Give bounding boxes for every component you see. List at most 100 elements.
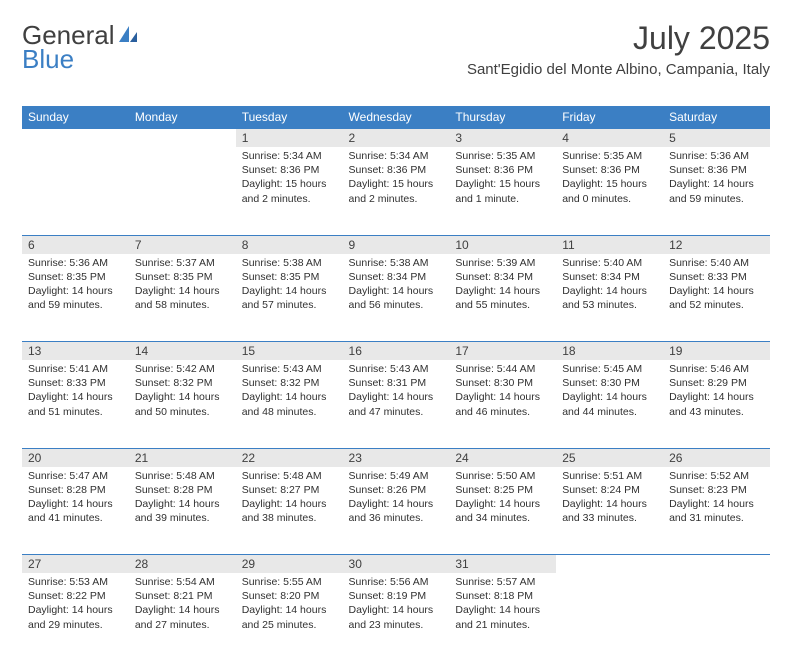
sunrise-line: Sunrise: 5:36 AM <box>669 149 764 163</box>
sunrise-line: Sunrise: 5:36 AM <box>28 256 123 270</box>
day-number-cell: 19 <box>663 342 770 361</box>
daylight-line: Daylight: 14 hours and 50 minutes. <box>135 390 230 418</box>
sunrise-line: Sunrise: 5:40 AM <box>669 256 764 270</box>
day-number-cell: 7 <box>129 235 236 254</box>
day-number-cell: 8 <box>236 235 343 254</box>
day-content-cell: Sunrise: 5:36 AMSunset: 8:35 PMDaylight:… <box>22 254 129 342</box>
day-number-cell: 20 <box>22 448 129 467</box>
day-number-cell: 16 <box>343 342 450 361</box>
day-content-cell: Sunrise: 5:51 AMSunset: 8:24 PMDaylight:… <box>556 467 663 555</box>
daylight-line: Daylight: 14 hours and 46 minutes. <box>455 390 550 418</box>
sunset-line: Sunset: 8:28 PM <box>135 483 230 497</box>
day-number-cell <box>22 129 129 148</box>
day-number-cell: 10 <box>449 235 556 254</box>
sunrise-line: Sunrise: 5:48 AM <box>242 469 337 483</box>
day-content-cell: Sunrise: 5:39 AMSunset: 8:34 PMDaylight:… <box>449 254 556 342</box>
day-header: Thursday <box>449 106 556 129</box>
sunrise-line: Sunrise: 5:37 AM <box>135 256 230 270</box>
day-number-cell: 28 <box>129 555 236 574</box>
calendar-table: Sunday Monday Tuesday Wednesday Thursday… <box>22 106 770 661</box>
day-content-cell: Sunrise: 5:47 AMSunset: 8:28 PMDaylight:… <box>22 467 129 555</box>
daylight-line: Daylight: 14 hours and 57 minutes. <box>242 284 337 312</box>
day-header: Saturday <box>663 106 770 129</box>
sunrise-line: Sunrise: 5:49 AM <box>349 469 444 483</box>
day-number-cell: 2 <box>343 129 450 148</box>
day-number-cell: 11 <box>556 235 663 254</box>
sunset-line: Sunset: 8:30 PM <box>455 376 550 390</box>
sunrise-line: Sunrise: 5:52 AM <box>669 469 764 483</box>
day-content-cell: Sunrise: 5:44 AMSunset: 8:30 PMDaylight:… <box>449 360 556 448</box>
daylight-line: Daylight: 15 hours and 1 minute. <box>455 177 550 205</box>
sunrise-line: Sunrise: 5:40 AM <box>562 256 657 270</box>
day-number-cell: 9 <box>343 235 450 254</box>
daylight-line: Daylight: 14 hours and 38 minutes. <box>242 497 337 525</box>
day-content-cell: Sunrise: 5:43 AMSunset: 8:32 PMDaylight:… <box>236 360 343 448</box>
day-number-cell: 13 <box>22 342 129 361</box>
day-content-cell: Sunrise: 5:40 AMSunset: 8:33 PMDaylight:… <box>663 254 770 342</box>
day-number-cell: 21 <box>129 448 236 467</box>
daynum-row: 6789101112 <box>22 235 770 254</box>
content-row: Sunrise: 5:53 AMSunset: 8:22 PMDaylight:… <box>22 573 770 661</box>
sunset-line: Sunset: 8:35 PM <box>135 270 230 284</box>
day-number-cell: 23 <box>343 448 450 467</box>
content-row: Sunrise: 5:34 AMSunset: 8:36 PMDaylight:… <box>22 147 770 235</box>
sunset-line: Sunset: 8:35 PM <box>28 270 123 284</box>
daylight-line: Daylight: 14 hours and 33 minutes. <box>562 497 657 525</box>
sunrise-line: Sunrise: 5:47 AM <box>28 469 123 483</box>
daylight-line: Daylight: 14 hours and 34 minutes. <box>455 497 550 525</box>
day-content-cell: Sunrise: 5:52 AMSunset: 8:23 PMDaylight:… <box>663 467 770 555</box>
sunset-line: Sunset: 8:18 PM <box>455 589 550 603</box>
day-number-cell: 14 <box>129 342 236 361</box>
day-number-cell: 15 <box>236 342 343 361</box>
day-header-row: Sunday Monday Tuesday Wednesday Thursday… <box>22 106 770 129</box>
daylight-line: Daylight: 15 hours and 0 minutes. <box>562 177 657 205</box>
daylight-line: Daylight: 14 hours and 21 minutes. <box>455 603 550 631</box>
daylight-line: Daylight: 14 hours and 43 minutes. <box>669 390 764 418</box>
daylight-line: Daylight: 14 hours and 53 minutes. <box>562 284 657 312</box>
sunset-line: Sunset: 8:32 PM <box>135 376 230 390</box>
daylight-line: Daylight: 14 hours and 47 minutes. <box>349 390 444 418</box>
sunrise-line: Sunrise: 5:35 AM <box>455 149 550 163</box>
day-header: Tuesday <box>236 106 343 129</box>
daylight-line: Daylight: 14 hours and 59 minutes. <box>669 177 764 205</box>
sunset-line: Sunset: 8:36 PM <box>349 163 444 177</box>
day-content-cell: Sunrise: 5:56 AMSunset: 8:19 PMDaylight:… <box>343 573 450 661</box>
daylight-line: Daylight: 14 hours and 59 minutes. <box>28 284 123 312</box>
sunrise-line: Sunrise: 5:42 AM <box>135 362 230 376</box>
day-content-cell: Sunrise: 5:49 AMSunset: 8:26 PMDaylight:… <box>343 467 450 555</box>
day-number-cell: 18 <box>556 342 663 361</box>
calendar-body: 12345Sunrise: 5:34 AMSunset: 8:36 PMDayl… <box>22 129 770 661</box>
day-header: Monday <box>129 106 236 129</box>
sunrise-line: Sunrise: 5:45 AM <box>562 362 657 376</box>
location-label: Sant'Egidio del Monte Albino, Campania, … <box>467 61 770 78</box>
day-content-cell: Sunrise: 5:43 AMSunset: 8:31 PMDaylight:… <box>343 360 450 448</box>
sunset-line: Sunset: 8:21 PM <box>135 589 230 603</box>
day-header: Wednesday <box>343 106 450 129</box>
sunrise-line: Sunrise: 5:34 AM <box>242 149 337 163</box>
daylight-line: Daylight: 14 hours and 58 minutes. <box>135 284 230 312</box>
day-number-cell: 27 <box>22 555 129 574</box>
day-number-cell: 31 <box>449 555 556 574</box>
sunrise-line: Sunrise: 5:41 AM <box>28 362 123 376</box>
day-number-cell: 3 <box>449 129 556 148</box>
daylight-line: Daylight: 14 hours and 51 minutes. <box>28 390 123 418</box>
sunset-line: Sunset: 8:33 PM <box>28 376 123 390</box>
sunrise-line: Sunrise: 5:55 AM <box>242 575 337 589</box>
day-content-cell: Sunrise: 5:35 AMSunset: 8:36 PMDaylight:… <box>556 147 663 235</box>
day-content-cell <box>22 147 129 235</box>
sunrise-line: Sunrise: 5:56 AM <box>349 575 444 589</box>
day-content-cell: Sunrise: 5:55 AMSunset: 8:20 PMDaylight:… <box>236 573 343 661</box>
sunset-line: Sunset: 8:34 PM <box>562 270 657 284</box>
day-number-cell: 4 <box>556 129 663 148</box>
sunrise-line: Sunrise: 5:46 AM <box>669 362 764 376</box>
day-number-cell: 30 <box>343 555 450 574</box>
sunrise-line: Sunrise: 5:34 AM <box>349 149 444 163</box>
sunset-line: Sunset: 8:34 PM <box>455 270 550 284</box>
daylight-line: Daylight: 14 hours and 36 minutes. <box>349 497 444 525</box>
sunset-line: Sunset: 8:26 PM <box>349 483 444 497</box>
sunrise-line: Sunrise: 5:57 AM <box>455 575 550 589</box>
day-number-cell <box>129 129 236 148</box>
day-number-cell: 1 <box>236 129 343 148</box>
sunset-line: Sunset: 8:33 PM <box>669 270 764 284</box>
day-content-cell <box>663 573 770 661</box>
